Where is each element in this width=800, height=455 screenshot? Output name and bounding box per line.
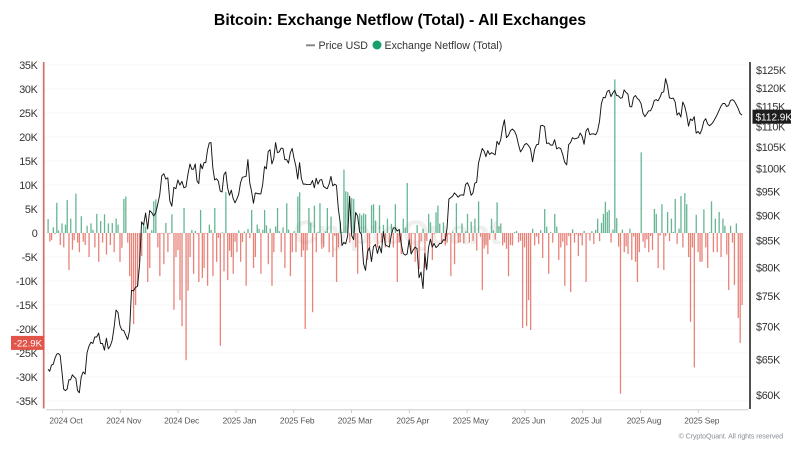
- svg-text:$85K: $85K: [756, 236, 781, 248]
- svg-text:-30K: -30K: [16, 372, 39, 384]
- svg-text:$90K: $90K: [756, 210, 781, 222]
- svg-text:$60K: $60K: [756, 390, 781, 402]
- svg-text:0: 0: [32, 228, 38, 240]
- svg-text:2024 Dec: 2024 Dec: [164, 416, 199, 426]
- svg-text:2025 Jan: 2025 Jan: [223, 416, 257, 426]
- svg-text:$75K: $75K: [756, 291, 781, 303]
- svg-text:-25K: -25K: [16, 348, 39, 360]
- svg-text:20K: 20K: [19, 132, 38, 144]
- svg-text:2024 Nov: 2024 Nov: [106, 416, 142, 426]
- svg-text:-15K: -15K: [16, 300, 39, 312]
- svg-text:25K: 25K: [19, 108, 38, 120]
- svg-text:$110K: $110K: [756, 121, 786, 133]
- svg-text:30K: 30K: [19, 84, 38, 96]
- svg-text:2025 Feb: 2025 Feb: [280, 416, 315, 426]
- svg-text:-10K: -10K: [16, 276, 39, 288]
- svg-text:2025 May: 2025 May: [453, 416, 490, 426]
- svg-text:15K: 15K: [19, 156, 38, 168]
- svg-text:© CryptoQuant. All rights rese: © CryptoQuant. All rights reserved: [679, 433, 783, 441]
- svg-text:2025 Apr: 2025 Apr: [396, 416, 429, 426]
- svg-text:2025 Mar: 2025 Mar: [338, 416, 373, 426]
- svg-text:-35K: -35K: [16, 396, 39, 408]
- svg-text:-5K: -5K: [22, 252, 39, 264]
- svg-text:2025 Sep: 2025 Sep: [684, 416, 720, 426]
- svg-text:2025 Jun: 2025 Jun: [512, 416, 546, 426]
- svg-text:$125K: $125K: [756, 65, 787, 77]
- svg-text:Bitcoin: Exchange Netflow (Tot: Bitcoin: Exchange Netflow (Total) - All …: [214, 12, 586, 29]
- svg-text:2025 Aug: 2025 Aug: [627, 416, 662, 426]
- svg-text:-22.9K: -22.9K: [14, 339, 43, 350]
- svg-text:$65K: $65K: [756, 354, 781, 366]
- svg-text:$100K: $100K: [756, 164, 787, 176]
- svg-text:2025 Jul: 2025 Jul: [571, 416, 602, 426]
- svg-text:Price USD: Price USD: [319, 40, 369, 52]
- svg-text:-20K: -20K: [16, 324, 39, 336]
- svg-text:Exchange Netflow (Total): Exchange Netflow (Total): [385, 40, 503, 52]
- svg-text:5K: 5K: [25, 204, 39, 216]
- svg-text:10K: 10K: [19, 180, 38, 192]
- svg-text:$120K: $120K: [756, 83, 787, 95]
- svg-text:2024 Oct: 2024 Oct: [49, 416, 83, 426]
- svg-text:$80K: $80K: [756, 262, 781, 274]
- svg-text:35K: 35K: [19, 60, 38, 72]
- svg-text:$70K: $70K: [756, 322, 781, 334]
- svg-text:$105K: $105K: [756, 142, 787, 154]
- svg-text:$95K: $95K: [756, 186, 781, 198]
- svg-text:$112.9K: $112.9K: [756, 113, 793, 124]
